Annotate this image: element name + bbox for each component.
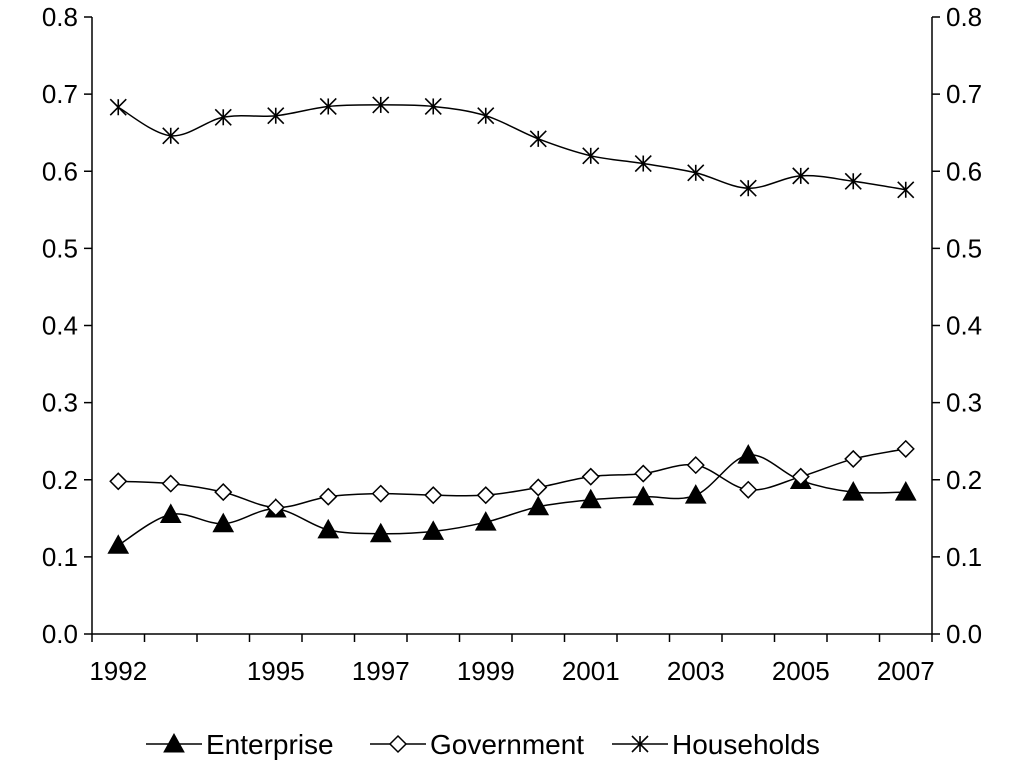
y-tick-label-left: 0.2 <box>42 465 78 495</box>
y-tick-label-right: 0.3 <box>946 388 982 418</box>
series-line-government <box>118 448 906 509</box>
x-tick-label: 2007 <box>877 656 935 686</box>
data-point-government <box>476 486 495 505</box>
y-tick-label-left: 0.7 <box>42 79 78 109</box>
y-tick-label-right: 0.5 <box>946 233 982 263</box>
legend-item-government: Government <box>370 729 584 760</box>
data-point-households <box>477 107 495 125</box>
x-tick-label: 1995 <box>247 656 305 686</box>
legend-label-government: Government <box>430 729 584 760</box>
legend-label-enterprise: Enterprise <box>206 729 334 760</box>
data-point-government <box>424 486 443 505</box>
y-tick-label-right: 0.0 <box>946 619 982 649</box>
y-tick-label-right: 0.7 <box>946 79 982 109</box>
data-point-households <box>687 164 705 182</box>
data-point-government <box>739 480 758 499</box>
data-point-enterprise <box>527 495 550 516</box>
data-point-government <box>686 456 705 475</box>
legend-item-enterprise: Enterprise <box>146 729 334 760</box>
series-layer <box>107 96 917 554</box>
data-point-enterprise <box>632 485 655 506</box>
series-line-households <box>117 104 906 191</box>
legend-marker-government <box>388 734 408 754</box>
data-point-government <box>319 487 338 506</box>
x-tick-label: 2001 <box>562 656 620 686</box>
data-point-households <box>582 147 600 165</box>
y-tick-label-left: 0.8 <box>42 2 78 32</box>
axes: 0.0 0.0 0.1 0.1 0.2 0.2 0.3 0.3 0.4 0.4 0.5 0.5 0.6 0… <box>42 2 982 686</box>
data-point-government <box>634 464 653 483</box>
x-tick-label: 2005 <box>772 656 830 686</box>
y-tick-label-right: 0.2 <box>946 465 982 495</box>
data-point-households <box>739 179 757 197</box>
x-tick-label: 1992 <box>89 656 147 686</box>
data-point-households <box>109 98 127 116</box>
y-tick-label-left: 0.0 <box>42 619 78 649</box>
data-point-households <box>634 154 652 173</box>
data-point-government <box>371 484 390 503</box>
data-point-enterprise <box>422 520 445 540</box>
x-tick-label: 1999 <box>457 656 515 686</box>
y-tick-label-right: 0.6 <box>946 156 982 186</box>
data-point-enterprise <box>317 518 340 539</box>
data-point-households <box>844 172 862 190</box>
y-tick-label-right: 0.8 <box>946 2 982 32</box>
data-point-households <box>792 167 810 185</box>
legend: Enterprise Government Households <box>146 729 820 760</box>
x-tick-label: 1997 <box>352 656 410 686</box>
y-tick-label-right: 0.4 <box>946 311 982 341</box>
legend-label-households: Households <box>672 729 820 760</box>
data-point-government <box>109 472 128 491</box>
data-point-enterprise <box>842 481 865 501</box>
y-tick-label-left: 0.5 <box>42 233 78 263</box>
series-line-enterprise <box>117 454 906 546</box>
data-point-households <box>529 130 547 148</box>
data-point-enterprise <box>737 444 760 464</box>
y-tick-label-right: 0.1 <box>946 542 982 572</box>
data-point-households <box>214 108 232 126</box>
data-point-households <box>424 97 442 116</box>
data-point-government <box>529 478 548 497</box>
data-point-enterprise <box>894 481 917 501</box>
data-point-households <box>162 127 180 145</box>
legend-marker-enterprise <box>163 732 185 753</box>
data-point-government <box>266 498 285 517</box>
y-tick-label-left: 0.3 <box>42 388 78 418</box>
data-point-enterprise <box>474 511 497 531</box>
data-point-government <box>896 439 915 458</box>
data-point-government <box>791 467 810 486</box>
data-point-enterprise <box>369 522 392 543</box>
data-point-enterprise <box>212 512 235 533</box>
legend-item-households: Households <box>612 729 820 760</box>
series-households <box>109 96 915 199</box>
data-point-households <box>372 96 390 114</box>
data-point-government <box>844 449 863 468</box>
data-point-households <box>267 107 285 125</box>
y-tick-label-left: 0.6 <box>42 156 78 186</box>
data-point-enterprise <box>107 534 130 554</box>
x-tick-label: 2003 <box>667 656 725 686</box>
series-enterprise <box>107 444 917 554</box>
data-point-households <box>319 97 337 116</box>
data-point-government <box>214 483 233 502</box>
data-point-government <box>581 467 600 486</box>
legend-marker-households <box>631 735 649 753</box>
data-point-enterprise <box>684 484 707 504</box>
y-tick-label-left: 0.4 <box>42 311 78 341</box>
y-tick-label-left: 0.1 <box>42 542 78 572</box>
data-point-enterprise <box>579 488 602 509</box>
data-point-households <box>897 181 915 199</box>
series-government <box>109 439 915 517</box>
data-point-government <box>161 474 180 493</box>
data-point-enterprise <box>159 503 182 523</box>
